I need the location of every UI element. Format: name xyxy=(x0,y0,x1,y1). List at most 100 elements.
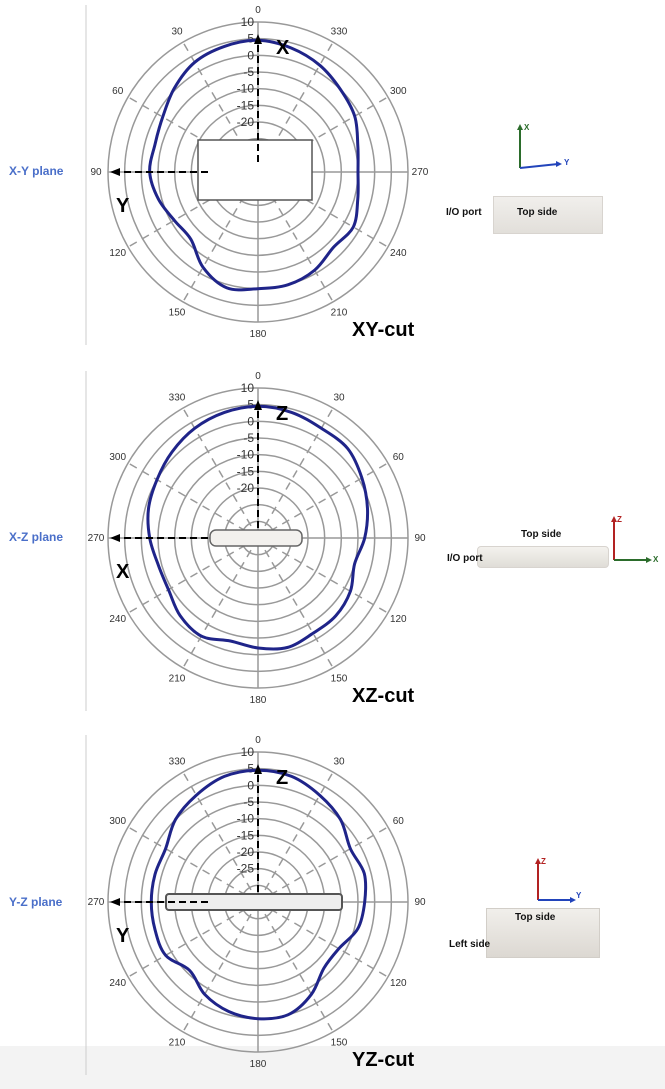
footer-strip xyxy=(0,1046,665,1089)
grid-spoke xyxy=(257,171,334,303)
device-photo-xz xyxy=(477,546,609,568)
angle-label: 150 xyxy=(331,673,348,684)
angle-label: 60 xyxy=(393,816,405,827)
angle-label: 150 xyxy=(169,307,186,318)
xy-panel: X-Y plane 0 30 60 90 120 150 180 210 240 270 300 33… xyxy=(0,0,665,350)
axis-side-arrowhead xyxy=(110,898,120,906)
gain-trace xyxy=(148,38,360,292)
grid-spoke xyxy=(257,901,389,978)
polar-chart-xz: 0 30 60 90 120 150 180 210 240 270 300 330 10 5 0 -5 -10… xyxy=(85,371,426,711)
radial-tick-label: -5 xyxy=(243,65,254,79)
radial-tick-label: -15 xyxy=(237,464,255,478)
axis-up-arrowhead xyxy=(254,400,262,410)
radial-tick-label: -20 xyxy=(237,115,255,129)
angle-label: 210 xyxy=(331,307,348,318)
axis-triad-yz: Z Y xyxy=(530,854,586,915)
axis-side-letter: Y xyxy=(116,925,130,947)
gain-trace xyxy=(146,404,370,651)
axis-up-arrowhead xyxy=(254,34,262,44)
grid-spoke xyxy=(127,96,259,173)
angle-label: 330 xyxy=(331,27,348,38)
grid-spoke xyxy=(127,462,259,539)
angle-label: 210 xyxy=(169,1037,186,1048)
angle-label: 180 xyxy=(250,329,267,340)
angle-label: 90 xyxy=(414,533,426,544)
grid-spoke xyxy=(127,171,259,248)
yz-panel: Y-Z plane 0 30 60 90 120 150 180 210 240 270 300 33… xyxy=(0,730,665,1080)
radial-tick-label: -5 xyxy=(243,431,254,445)
polar-chart-xy: 0 30 60 90 120 150 180 210 240 270 300 330 10 5 0 -5 -10… xyxy=(85,5,429,345)
angle-label: 330 xyxy=(169,393,186,404)
angle-label: 300 xyxy=(390,86,407,97)
grid-spoke xyxy=(257,771,334,903)
angle-label: 30 xyxy=(333,757,345,768)
radial-tick-label: 0 xyxy=(247,778,254,792)
plane-label-xz: X-Z plane xyxy=(9,530,64,544)
axis-up-letter: X xyxy=(276,37,290,59)
angle-label: 0 xyxy=(255,735,261,746)
axis-up-arrowhead xyxy=(254,764,262,774)
grid-spoke xyxy=(257,462,389,539)
radial-tick-label: -10 xyxy=(237,812,255,826)
polar-chart-yz: 0 30 60 90 120 150 180 210 240 270 300 330 10 5 0 -5 -10… xyxy=(85,735,426,1075)
triad-right-label-yz: Y xyxy=(576,891,582,900)
angle-label: 150 xyxy=(331,1037,348,1048)
grid-spoke xyxy=(182,171,259,303)
angle-label: 60 xyxy=(112,86,124,97)
radial-tick-label: 10 xyxy=(241,381,255,395)
grid-spoke xyxy=(182,537,259,669)
axis-triad-xy: X Y xyxy=(512,120,572,185)
grid-spoke xyxy=(182,407,259,539)
radial-tick-label: -5 xyxy=(243,795,254,809)
left-side-label-yz: Left side xyxy=(449,939,491,950)
grid-spoke xyxy=(257,901,334,1033)
triad-up-label-xz: Z xyxy=(617,515,622,524)
radial-tick-label: 5 xyxy=(247,762,254,776)
io-port-label-xz: I/O port xyxy=(447,553,483,564)
angle-label: 240 xyxy=(109,614,126,625)
grid-spoke xyxy=(257,537,334,669)
radial-tick-label: -10 xyxy=(237,448,255,462)
grid-spoke xyxy=(127,537,259,614)
angle-label: 0 xyxy=(255,371,261,382)
angle-label: 120 xyxy=(390,978,407,989)
top-side-label-xy: Top side xyxy=(517,207,558,218)
grid-spoke xyxy=(257,96,389,173)
device-photo-xy xyxy=(493,196,603,234)
device-outline xyxy=(209,529,303,547)
triad-up-label-xy: X xyxy=(524,123,530,132)
angle-label: 240 xyxy=(390,248,407,259)
angle-label: 240 xyxy=(109,978,126,989)
grid-spoke xyxy=(182,41,259,173)
grid-spoke xyxy=(257,41,334,173)
grid-spoke xyxy=(257,537,389,614)
angle-label: 180 xyxy=(250,695,267,706)
grid-spoke xyxy=(182,771,259,903)
xz-panel: X-Z plane 0 30 60 90 120 150 180 210 240 270 300 33… xyxy=(0,366,665,716)
gain-trace xyxy=(149,768,368,1021)
radial-tick-label: 10 xyxy=(241,15,255,29)
angle-label: 210 xyxy=(169,673,186,684)
angle-label: 180 xyxy=(250,1059,267,1070)
angle-label: 300 xyxy=(109,816,126,827)
radial-tick-label: 5 xyxy=(247,398,254,412)
radial-tick-label: -25 xyxy=(237,862,255,876)
radial-tick-label: -15 xyxy=(237,98,255,112)
plane-label-xy: X-Y plane xyxy=(9,164,64,178)
plane-label-yz: Y-Z plane xyxy=(9,895,63,909)
radial-tick-label: -20 xyxy=(237,481,255,495)
angle-label: 120 xyxy=(390,614,407,625)
angle-label: 30 xyxy=(333,393,345,404)
angle-label: 300 xyxy=(109,452,126,463)
grid-spoke xyxy=(127,901,259,978)
axis-up-letter: Z xyxy=(276,767,288,789)
radial-tick-label: 10 xyxy=(241,745,255,759)
angle-label: 270 xyxy=(412,167,429,178)
angle-label: 270 xyxy=(88,533,105,544)
radial-tick-label: -10 xyxy=(237,82,255,96)
grid-spoke xyxy=(257,407,334,539)
radial-tick-label: 5 xyxy=(247,32,254,46)
cut-title: YZ-cut xyxy=(352,1049,415,1071)
radial-tick-label: 0 xyxy=(247,48,254,62)
angle-label: 30 xyxy=(171,27,183,38)
